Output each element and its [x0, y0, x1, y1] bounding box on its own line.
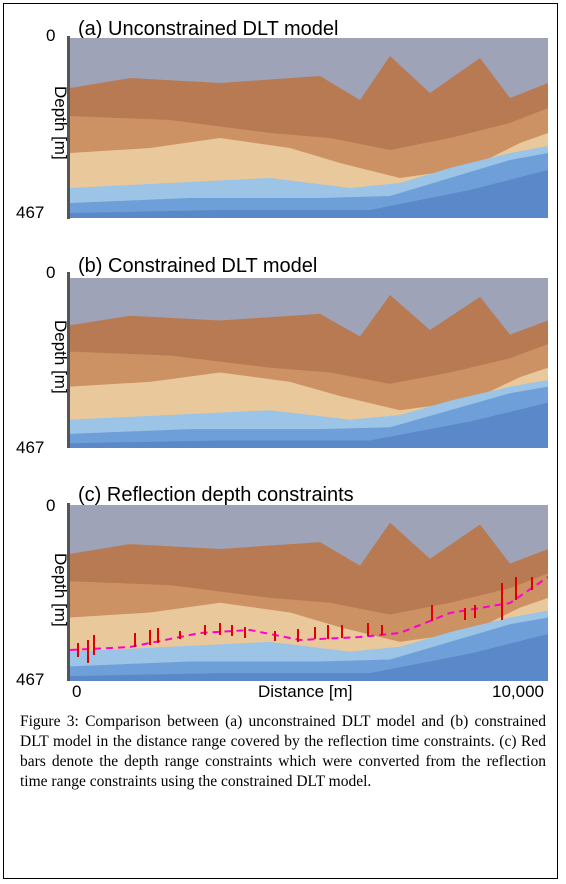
panel-title: (a) Unconstrained DLT model: [78, 18, 339, 40]
y-bottom-label: 467: [16, 438, 45, 457]
x-left-label: 0: [72, 682, 82, 701]
y-axis: [67, 503, 70, 681]
y-axis: [67, 36, 70, 219]
model-image: [70, 505, 548, 681]
model-image: [70, 278, 548, 448]
caption: Figure 3: Comparison between (a) unconst…: [20, 713, 546, 790]
x-right-label: 10,000: [492, 682, 544, 701]
constraint-bars: [77, 577, 533, 663]
y-bottom-label: 467: [16, 203, 45, 222]
panel-title: (c) Reflection depth constraints: [78, 484, 354, 506]
y-bottom-label: 467: [16, 670, 45, 689]
x-axis-label: Distance [m]: [258, 682, 353, 701]
y-top-label: 0: [46, 263, 56, 282]
model-image: [70, 38, 548, 218]
panel-title: (b) Constrained DLT model: [78, 255, 318, 277]
figure-frame: [3, 3, 558, 879]
y-top-label: 0: [46, 496, 56, 515]
y-top-label: 0: [46, 26, 56, 45]
y-axis: [67, 272, 70, 448]
